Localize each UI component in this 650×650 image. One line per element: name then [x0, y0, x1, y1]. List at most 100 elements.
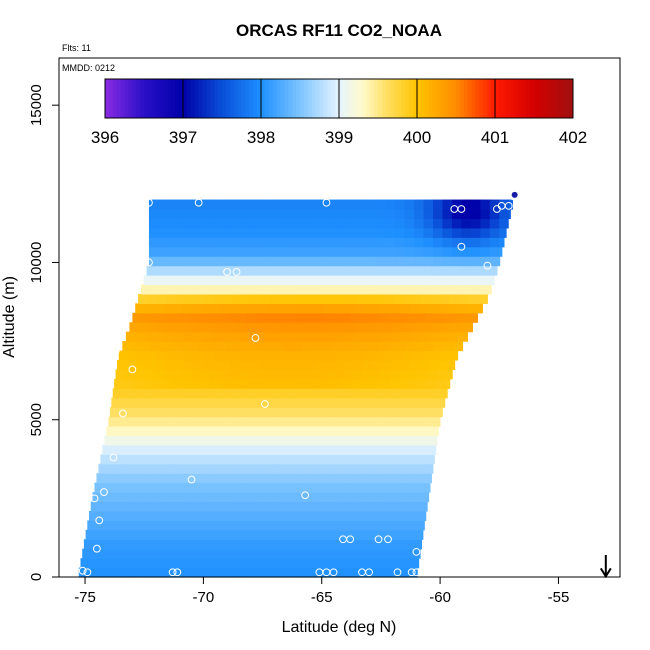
- heatmap-cell: [196, 397, 207, 408]
- heatmap-cell: [143, 275, 154, 286]
- heatmap-cell: [105, 473, 116, 484]
- heatmap-cell: [233, 548, 244, 559]
- colorbar-segment: [534, 79, 539, 118]
- heatmap-cell: [295, 275, 306, 286]
- heatmap-cell: [290, 199, 302, 210]
- heatmap-cell: [136, 463, 147, 474]
- heatmap-cell: [373, 265, 384, 276]
- heatmap-cell: [128, 454, 139, 465]
- heatmap-cell: [499, 227, 507, 238]
- heatmap-cell: [118, 350, 129, 361]
- heatmap-cell: [139, 397, 150, 408]
- heatmap-cell: [195, 407, 206, 418]
- plot-area: [78, 191, 612, 579]
- heatmap-cell: [101, 492, 113, 503]
- heatmap-cell: [210, 275, 221, 286]
- heatmap-cell: [250, 416, 261, 427]
- heatmap-cell: [296, 567, 307, 578]
- heatmap-cell: [253, 492, 264, 503]
- heatmap-cell: [399, 520, 410, 531]
- heatmap-cell: [322, 435, 333, 446]
- heatmap-cell: [331, 435, 342, 446]
- heatmap-cell: [392, 510, 403, 521]
- heatmap-cell: [112, 388, 123, 399]
- heatmap-cell: [210, 473, 221, 484]
- heatmap-cell: [287, 510, 298, 521]
- heatmap-cell: [245, 388, 256, 399]
- heatmap-cell: [285, 473, 296, 484]
- heatmap-cell: [425, 482, 431, 493]
- sample-point: [168, 568, 177, 577]
- heatmap-cell: [327, 454, 338, 465]
- heatmap-cell: [289, 407, 300, 418]
- heatmap-cell: [169, 388, 180, 399]
- heatmap-cell: [427, 275, 438, 286]
- heatmap-cell: [451, 322, 462, 333]
- sample-point: [457, 242, 466, 251]
- heatmap-cell: [154, 303, 165, 314]
- heatmap-cell: [319, 256, 330, 267]
- heatmap-cell: [334, 359, 345, 370]
- heatmap-cell: [367, 492, 378, 503]
- heatmap-cell: [335, 416, 346, 427]
- heatmap-cell: [272, 444, 283, 455]
- heatmap-cell: [363, 510, 374, 521]
- heatmap-cell: [305, 426, 316, 437]
- heatmap-cell: [159, 444, 170, 455]
- heatmap-cell: [357, 246, 368, 257]
- heatmap-cell: [422, 501, 428, 512]
- heatmap-cell: [342, 275, 353, 286]
- heatmap-cell: [182, 426, 193, 437]
- heatmap-cell: [366, 322, 377, 333]
- heatmap-cell: [168, 397, 179, 408]
- colorbar-segment: [183, 79, 188, 118]
- heatmap-cell: [366, 218, 377, 229]
- heatmap-cell: [153, 275, 164, 286]
- heatmap-cell: [224, 237, 235, 248]
- colorbar-segment: [342, 79, 348, 118]
- heatmap-cell: [374, 558, 385, 569]
- heatmap-cell: [226, 284, 237, 295]
- heatmap-cell: [251, 350, 262, 361]
- heatmap-cell: [188, 388, 199, 399]
- heatmap-cell: [141, 388, 152, 399]
- heatmap-cell: [123, 435, 134, 446]
- heatmap-cell: [131, 341, 142, 352]
- x-tick-label: -75: [74, 589, 96, 606]
- heatmap-cell: [349, 341, 360, 352]
- heatmap-cell: [364, 265, 375, 276]
- heatmap-cell: [326, 416, 337, 427]
- heatmap-cell: [433, 218, 444, 229]
- y-tick-label: 5000: [28, 403, 45, 436]
- heatmap-cell: [174, 416, 185, 427]
- heatmap-cell: [151, 482, 162, 493]
- heatmap-cell: [272, 246, 283, 257]
- heatmap-cell: [202, 463, 213, 474]
- heatmap-cell: [395, 208, 406, 220]
- heatmap-cell: [412, 407, 423, 418]
- heatmap-cell: [140, 444, 151, 455]
- heatmap-cell: [352, 520, 363, 531]
- heatmap-cell: [150, 284, 161, 295]
- heatmap-cell: [100, 454, 111, 465]
- heatmap-cell: [197, 539, 208, 550]
- heatmap-cell: [264, 312, 276, 323]
- heatmap-cell: [462, 284, 473, 295]
- heatmap-cell: [400, 567, 411, 578]
- heatmap-cell: [221, 463, 232, 474]
- heatmap-cell: [226, 388, 237, 399]
- heatmap-cell: [251, 293, 262, 304]
- heatmap-cell: [336, 350, 347, 361]
- heatmap-cell: [344, 463, 355, 474]
- heatmap-cell: [410, 359, 421, 370]
- heatmap-cell: [348, 444, 359, 455]
- heatmap-cell: [264, 341, 275, 352]
- heatmap-cell: [300, 227, 311, 238]
- heatmap-cell: [219, 369, 230, 380]
- heatmap-cell: [281, 256, 292, 267]
- heatmap-cell: [433, 246, 444, 257]
- colorbar-segment: [495, 79, 500, 118]
- heatmap-cell: [334, 331, 345, 342]
- heatmap-cell: [147, 501, 158, 512]
- heatmap-cell: [178, 539, 189, 550]
